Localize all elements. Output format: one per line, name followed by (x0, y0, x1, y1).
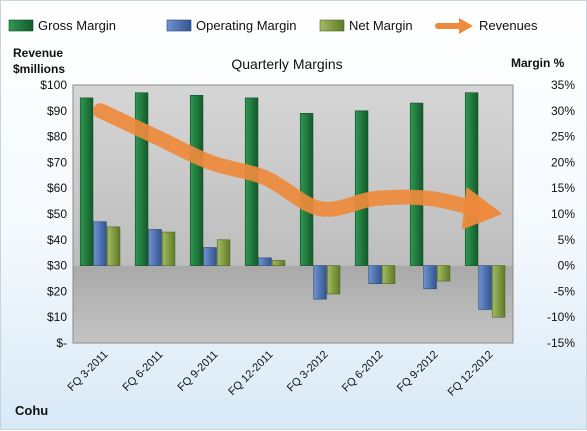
left-axis-tick-label: $20 (47, 284, 67, 298)
net-margin-bar (326, 265, 341, 295)
legend: Gross Margin Operating Margin Net Margin Re… (8, 18, 538, 34)
operating-margin-bar (423, 265, 437, 290)
legend-swatch-operating-margin (166, 19, 192, 32)
gross-margin-bar (189, 95, 204, 266)
legend-swatch-revenues-arrowhead (459, 18, 473, 34)
x-axis-category-label: FQ 12-2011 (226, 349, 275, 398)
legend-swatch-net-margin (319, 19, 345, 32)
x-axis-category-label: FQ 3-2011 (66, 349, 111, 394)
gross-margin-bar (134, 92, 149, 266)
operating-margin-bar (478, 265, 492, 310)
right-axis-tick-label: 10% (551, 207, 575, 221)
gross-margin-bar (79, 97, 94, 266)
operating-margin-bar (313, 265, 327, 300)
net-margin-bar (106, 226, 121, 266)
gross-margin-bar (464, 92, 479, 266)
left-axis-tick-label: $10 (47, 310, 67, 324)
left-axis-tick-label: $60 (47, 181, 67, 195)
right-axis-tick-label: 35% (551, 78, 575, 92)
left-axis-tick-label: $40 (47, 233, 67, 247)
x-axis-category-label: FQ 6-2012 (340, 349, 386, 395)
left-axis-tick-label: $90 (47, 104, 67, 118)
right-axis-tick-label: -10% (547, 310, 575, 324)
left-axis-tick-label: $100 (40, 78, 67, 92)
legend-swatch-gross-margin (8, 19, 34, 32)
right-axis-tick-label: -5% (554, 284, 576, 298)
right-axis-tick-label: 30% (551, 104, 575, 118)
legend-label: Net Margin (349, 18, 413, 33)
left-axis-tick-label: $80 (47, 130, 67, 144)
legend-label: Gross Margin (38, 18, 116, 33)
left-axis-tick-label: $50 (47, 207, 67, 221)
legend-label: Operating Margin (196, 18, 296, 33)
net-margin-bar (161, 231, 176, 266)
x-axis-category-label: FQ 9-2012 (395, 349, 441, 395)
left-axis-tick-label: $- (56, 336, 67, 350)
plot-area-border (72, 84, 514, 344)
operating-margin-bar (93, 221, 107, 266)
operating-margin-bar (148, 229, 162, 266)
gross-margin-bar (409, 102, 424, 266)
gross-margin-bar (299, 113, 314, 266)
right-axis-tick-label: 5% (558, 233, 576, 247)
chart-title: Quarterly Margins (231, 56, 342, 72)
operating-margin-bar (203, 247, 217, 266)
x-axis-category-label: FQ 9-2011 (176, 349, 221, 394)
left-axis-tick-label: $70 (47, 155, 67, 169)
gross-margin-bar (354, 110, 369, 266)
left-axis-title: Revenue (13, 46, 63, 60)
revenues-arrowhead (462, 187, 501, 229)
right-axis-tick-label: 25% (551, 130, 575, 144)
company-label: Cohu (15, 403, 48, 418)
right-axis-tick-label: -15% (547, 336, 575, 350)
net-margin-bar (271, 260, 286, 266)
legend-label: Revenues (479, 18, 538, 33)
right-axis-tick-label: 15% (551, 181, 575, 195)
net-margin-bar (436, 265, 451, 282)
net-margin-bar (216, 239, 231, 266)
x-axis-category-label: FQ 12-2012 (446, 349, 496, 399)
left-axis-title: $millions (13, 62, 65, 76)
operating-margin-bar (258, 257, 272, 266)
right-axis-tick-label: 20% (551, 155, 575, 169)
net-margin-bar (381, 265, 396, 284)
operating-margin-bar (368, 265, 382, 284)
x-axis-category-label: FQ 3-2012 (285, 349, 331, 395)
revenues-line (93, 103, 493, 219)
x-axis-category-label: FQ 6-2011 (121, 349, 166, 394)
net-margin-bar (491, 265, 506, 318)
right-axis-tick-label: 0% (558, 259, 576, 273)
right-axis-title: Margin % (511, 56, 565, 70)
left-axis-tick-label: $30 (47, 259, 67, 273)
